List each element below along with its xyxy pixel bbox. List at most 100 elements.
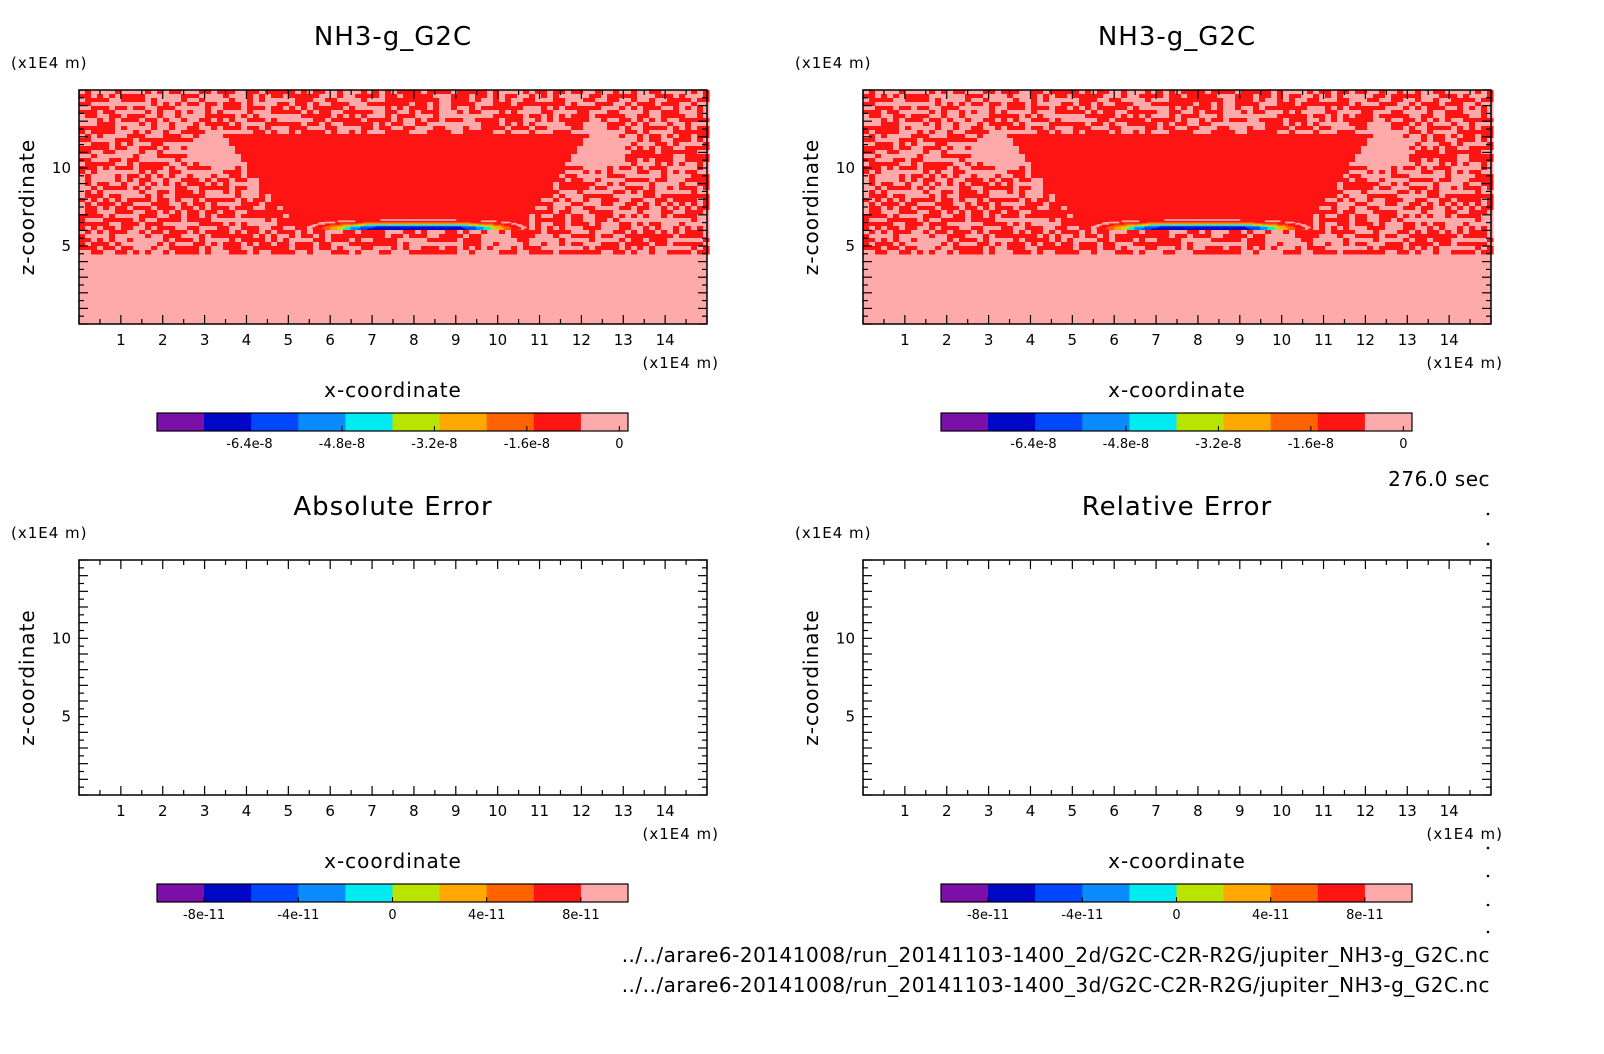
field-cell [487, 186, 494, 191]
field-cell [493, 186, 500, 191]
field-cell [163, 238, 170, 243]
field-cell [265, 206, 272, 211]
field-cell [307, 122, 314, 127]
field-cell [529, 94, 536, 99]
field-cell [307, 206, 314, 211]
field-core-cell [448, 227, 452, 230]
field-cell [343, 178, 350, 183]
field-core-cell [362, 227, 366, 230]
field-cell [493, 150, 500, 155]
field-cell [427, 110, 434, 115]
field-core-cell [478, 225, 482, 228]
field-cell [349, 102, 356, 107]
field-cell [133, 218, 140, 223]
field-cell [127, 114, 134, 119]
field-core-cell [460, 227, 464, 230]
field-cell [139, 218, 146, 223]
field-cell [199, 210, 206, 215]
field-cell [283, 110, 290, 115]
field-cell [145, 138, 152, 143]
field-cell [451, 118, 458, 123]
field-cell [235, 230, 242, 235]
field-cell [613, 186, 620, 191]
field-cell [439, 194, 446, 199]
field-cell [355, 234, 362, 239]
field-cell [637, 226, 644, 231]
field-cell [445, 174, 452, 179]
field-cell [115, 234, 122, 239]
field-cell [151, 118, 158, 123]
field-cell [619, 102, 626, 107]
field-cell [181, 250, 188, 255]
field-cell [595, 106, 602, 111]
field-cell [169, 234, 176, 239]
field-cell [205, 158, 212, 163]
field-cell [283, 106, 290, 111]
field-cell [337, 138, 344, 143]
field-cell [559, 226, 566, 231]
field-cell [79, 98, 86, 103]
field-cell [241, 150, 248, 155]
field-cell [421, 190, 428, 195]
field-cell [427, 130, 434, 135]
field-cell [553, 230, 560, 235]
field-cell [565, 114, 572, 119]
field-cell [229, 202, 236, 207]
field-cell [667, 122, 674, 127]
field-core-cell [385, 227, 389, 230]
field-cell [373, 102, 380, 107]
field-cell [439, 98, 446, 103]
field-cell [409, 186, 416, 191]
field-cell [181, 178, 188, 183]
field-cell [463, 90, 470, 95]
field-cell [247, 178, 254, 183]
field-cell [241, 102, 248, 107]
field-cell [613, 122, 620, 127]
field-cell [145, 206, 152, 211]
field-cell [577, 210, 584, 215]
field-core-cell [322, 222, 326, 225]
field-core-cell [408, 220, 412, 223]
field-cell [277, 238, 284, 243]
field-core-cell [485, 220, 489, 223]
field-cell [151, 190, 158, 195]
field-cell [115, 222, 122, 227]
field-cell [481, 118, 488, 123]
field-core-cell [428, 226, 432, 229]
field-cell [637, 230, 644, 235]
field-cell [271, 154, 278, 159]
field-cell [169, 226, 176, 231]
field-cell [259, 206, 266, 211]
field-cell [277, 126, 284, 131]
field-core-cell [398, 221, 402, 224]
field-cell [469, 150, 476, 155]
field-cell [355, 194, 362, 199]
field-cell [685, 178, 692, 183]
field-cell [115, 178, 122, 183]
field-core-cell [433, 227, 437, 230]
field-cell [349, 170, 356, 175]
field-cell [241, 190, 248, 195]
field-cell [409, 98, 416, 103]
field-cell [523, 150, 530, 155]
field-cell [613, 206, 620, 211]
field-cell [295, 142, 302, 147]
field-cell [655, 90, 662, 95]
field-cell [385, 190, 392, 195]
field-cell [511, 194, 518, 199]
field-cell [121, 242, 128, 247]
field-cell [541, 206, 548, 211]
field-cell [661, 242, 668, 247]
field-cell [493, 98, 500, 103]
field-core-cell [375, 220, 379, 223]
field-cell [589, 190, 596, 195]
field-cell [325, 210, 332, 215]
field-cell [157, 250, 164, 255]
field-cell [97, 142, 104, 147]
field-cell [307, 246, 314, 251]
field-cell [139, 142, 146, 147]
field-cell [301, 250, 308, 255]
field-cell [691, 98, 698, 103]
field-cell [349, 206, 356, 211]
field-core-cell [518, 225, 522, 228]
